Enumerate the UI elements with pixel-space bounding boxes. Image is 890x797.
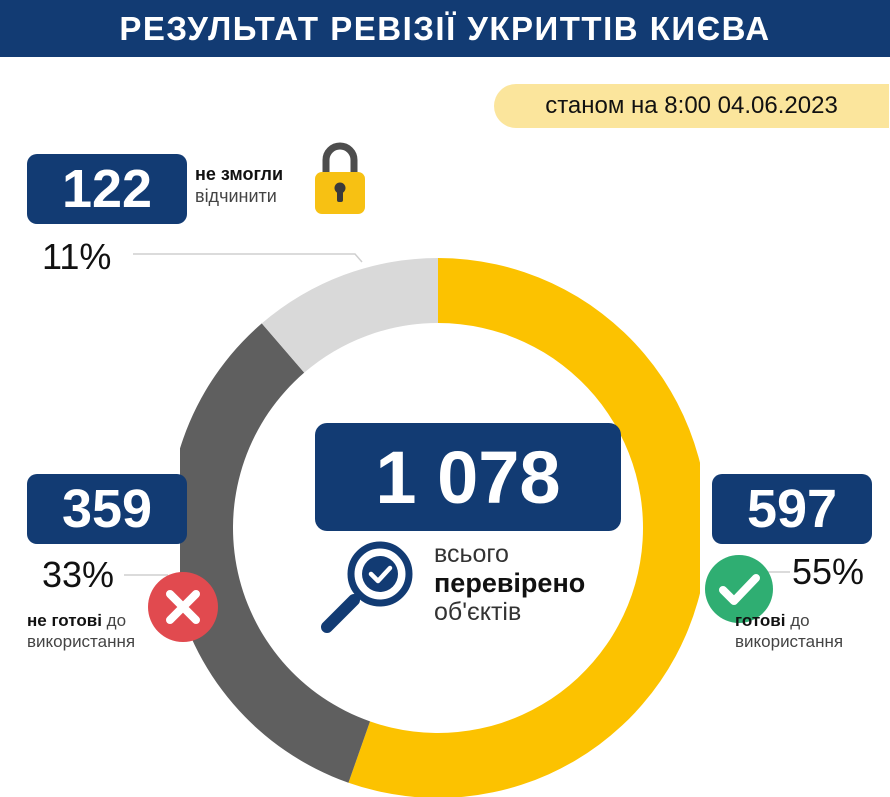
donut-segment-not-ready (180, 323, 371, 783)
total-count-box: 1 078 (315, 423, 621, 531)
not-ready-label-bold: не готові (27, 611, 102, 630)
not-ready-count-box: 359 (27, 474, 187, 544)
donut-svg (180, 258, 700, 797)
not-ready-label-line2: використання (27, 632, 136, 651)
closed-label-bold: не змогли (195, 164, 284, 184)
padlock-icon (315, 142, 365, 214)
green-check-icon (705, 555, 773, 623)
page-title: РЕЗУЛЬТАТ РЕВІЗІЇ УКРИТТІВ КИЄВА (0, 0, 890, 57)
not-ready-label: не готові до використання (27, 610, 135, 652)
not-ready-label-rest: до (101, 611, 127, 630)
ready-percent: 55% (792, 551, 865, 592)
total-caption-line1: всього (434, 540, 509, 568)
closed-label: не змогли відчинити (195, 163, 283, 207)
ready-label-bold: готові (735, 611, 786, 630)
closed-percent: 11% (42, 236, 112, 277)
total-caption: всього перевірено об'єктів (434, 540, 585, 627)
magnifier-check-icon (321, 541, 413, 633)
ready-label-rest: до (785, 611, 810, 630)
total-caption-line3: об'єктів (434, 598, 522, 626)
donut-segment-closed (261, 258, 438, 373)
donut-segment-ready (348, 258, 700, 797)
not-ready-percent: 33% (42, 554, 115, 595)
closed-count-box: 122 (27, 154, 187, 224)
ready-count-box: 597 (712, 474, 872, 544)
leader-line-closed (133, 253, 363, 263)
ready-label-line2: використання (735, 632, 844, 651)
closed-label-rest: відчинити (195, 186, 277, 206)
date-badge: станом на 8:00 04.06.2023 (494, 84, 889, 128)
donut-chart (180, 248, 700, 797)
red-cross-icon (148, 572, 218, 642)
ready-label: готові до використання (735, 610, 843, 652)
total-caption-line2: перевірено (434, 568, 586, 598)
